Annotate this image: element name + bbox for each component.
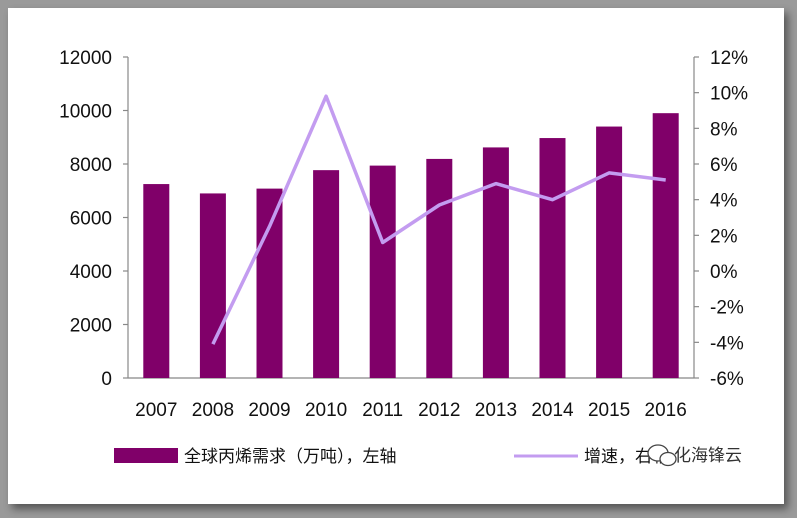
x-tick-label: 2016 (645, 400, 687, 421)
bar (539, 138, 566, 378)
watermark-text: 化海锋云 (674, 446, 742, 465)
watermark: 化海锋云 (647, 444, 742, 467)
chart: 12000 10000 8000 6000 4000 2000 0 12% 10% 8% 6% 4% 2… (59, 48, 748, 467)
bar (369, 165, 396, 378)
x-tick-label: 2010 (305, 400, 347, 421)
left-tick-label: 6000 (70, 209, 112, 230)
x-tick-label: 2014 (531, 400, 574, 421)
left-tick-label: 10000 (59, 102, 112, 123)
legend-bar-swatch (114, 448, 178, 463)
bar (652, 113, 679, 379)
x-tick-label: 2009 (248, 400, 290, 421)
right-tick-label: -6% (710, 369, 744, 390)
right-tick-label: 0% (710, 262, 738, 283)
left-tick-label: 8000 (70, 155, 112, 176)
right-tick-label: 2% (710, 226, 738, 247)
growth-line (211, 94, 666, 345)
left-tick-label: 0 (101, 369, 112, 390)
x-tick-label: 2007 (135, 400, 177, 421)
wechat-icon (647, 444, 677, 467)
bar (426, 158, 453, 378)
bar (199, 193, 226, 378)
right-tick-label: -4% (710, 333, 744, 354)
x-tick-label: 2013 (475, 400, 517, 421)
left-tick-label: 2000 (70, 316, 112, 337)
right-tick-label: 10% (710, 84, 748, 105)
bar (143, 184, 170, 378)
x-tick-label: 2015 (588, 400, 630, 421)
right-tick-label: 4% (710, 191, 738, 212)
left-tick-label: 12000 (59, 48, 112, 69)
left-tick-label: 4000 (70, 262, 112, 283)
right-tick-label: 6% (710, 155, 738, 176)
right-tick-label: 8% (710, 119, 738, 140)
x-tick-label: 2008 (192, 400, 234, 421)
legend-bar-label: 全球丙烯需求（万吨），左轴 (184, 447, 397, 466)
right-tick-label: -2% (710, 298, 744, 319)
bar (256, 188, 283, 378)
x-tick-label: 2011 (362, 400, 403, 421)
chart-frame: 12000 10000 8000 6000 4000 2000 0 12% 10% 8% 6% 4% 2… (8, 8, 784, 504)
x-tick-label: 2012 (418, 400, 460, 421)
right-tick-label: 12% (710, 48, 748, 69)
bar (596, 126, 623, 378)
bar (313, 170, 340, 378)
